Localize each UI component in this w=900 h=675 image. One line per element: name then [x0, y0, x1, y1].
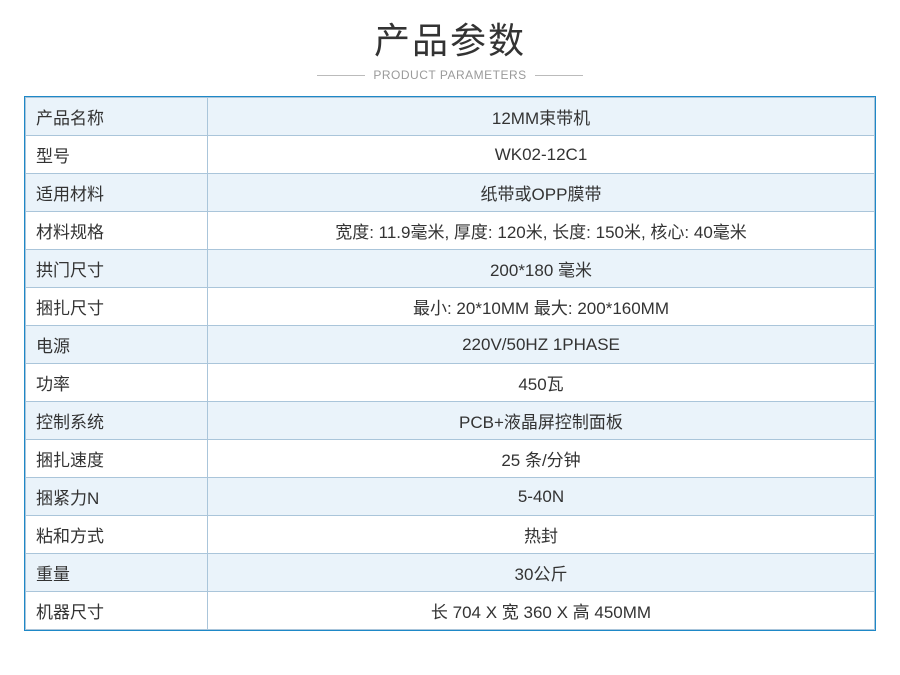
param-value: 长 704 X 宽 360 X 高 450MM	[208, 592, 875, 630]
header: 产品参数 PRODUCT PARAMETERS	[0, 12, 900, 82]
param-label: 电源	[26, 326, 208, 364]
param-value: 12MM束带机	[208, 98, 875, 136]
table-row: 适用材料 纸带或OPP膜带	[26, 174, 875, 212]
param-label: 重量	[26, 554, 208, 592]
table-row: 电源 220V/50HZ 1PHASE	[26, 326, 875, 364]
param-value: 450瓦	[208, 364, 875, 402]
param-label: 型号	[26, 136, 208, 174]
parameters-table-container: 产品名称 12MM束带机 型号 WK02-12C1 适用材料 纸带或OPP膜带 …	[24, 96, 876, 631]
table-row: 捆扎速度 25 条/分钟	[26, 440, 875, 478]
param-label: 控制系统	[26, 402, 208, 440]
param-label: 捆扎速度	[26, 440, 208, 478]
param-label: 材料规格	[26, 212, 208, 250]
param-value: 220V/50HZ 1PHASE	[208, 326, 875, 364]
param-value: 5-40N	[208, 478, 875, 516]
param-value: PCB+液晶屏控制面板	[208, 402, 875, 440]
param-value: 30公斤	[208, 554, 875, 592]
table-row: 捆紧力N 5-40N	[26, 478, 875, 516]
param-label: 粘和方式	[26, 516, 208, 554]
param-label: 拱门尺寸	[26, 250, 208, 288]
table-row: 捆扎尺寸 最小: 20*10MM 最大: 200*160MM	[26, 288, 875, 326]
subtitle-line-right	[535, 75, 583, 76]
param-value: 宽度: 11.9毫米, 厚度: 120米, 长度: 150米, 核心: 40毫米	[208, 212, 875, 250]
param-label: 捆紧力N	[26, 478, 208, 516]
table-row: 产品名称 12MM束带机	[26, 98, 875, 136]
table-row: 机器尺寸 长 704 X 宽 360 X 高 450MM	[26, 592, 875, 630]
parameters-tbody: 产品名称 12MM束带机 型号 WK02-12C1 适用材料 纸带或OPP膜带 …	[26, 98, 875, 630]
param-value: 纸带或OPP膜带	[208, 174, 875, 212]
table-row: 粘和方式 热封	[26, 516, 875, 554]
page-title: 产品参数	[0, 12, 900, 64]
param-value: WK02-12C1	[208, 136, 875, 174]
param-label: 功率	[26, 364, 208, 402]
param-label: 产品名称	[26, 98, 208, 136]
param-value: 热封	[208, 516, 875, 554]
table-row: 型号 WK02-12C1	[26, 136, 875, 174]
param-label: 捆扎尺寸	[26, 288, 208, 326]
subtitle-wrap: PRODUCT PARAMETERS	[0, 68, 900, 82]
table-row: 重量 30公斤	[26, 554, 875, 592]
param-label: 适用材料	[26, 174, 208, 212]
table-row: 功率 450瓦	[26, 364, 875, 402]
parameters-table: 产品名称 12MM束带机 型号 WK02-12C1 适用材料 纸带或OPP膜带 …	[25, 97, 875, 630]
table-row: 拱门尺寸 200*180 毫米	[26, 250, 875, 288]
table-row: 控制系统 PCB+液晶屏控制面板	[26, 402, 875, 440]
table-row: 材料规格 宽度: 11.9毫米, 厚度: 120米, 长度: 150米, 核心:…	[26, 212, 875, 250]
param-value: 200*180 毫米	[208, 250, 875, 288]
param-label: 机器尺寸	[26, 592, 208, 630]
subtitle-line-left	[317, 75, 365, 76]
param-value: 最小: 20*10MM 最大: 200*160MM	[208, 288, 875, 326]
param-value: 25 条/分钟	[208, 440, 875, 478]
page-subtitle: PRODUCT PARAMETERS	[365, 68, 534, 82]
